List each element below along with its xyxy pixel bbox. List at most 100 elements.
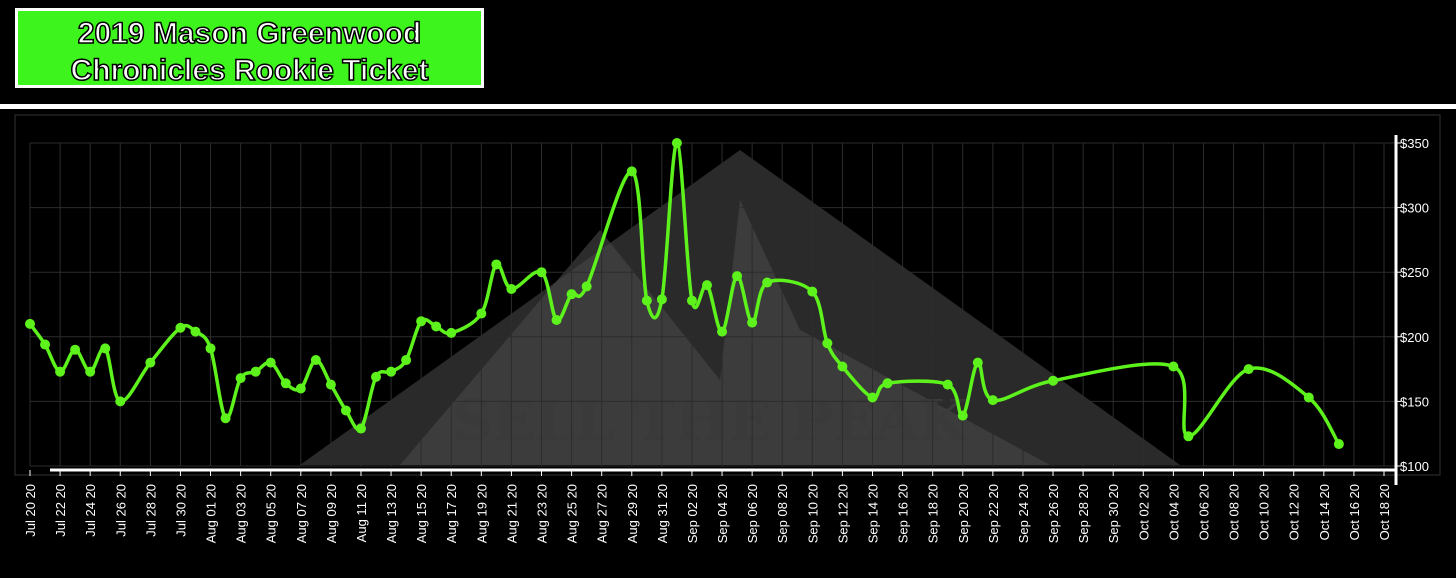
data-point <box>581 281 592 292</box>
data-point <box>536 267 547 278</box>
x-tick-label: Oct 14 20 <box>1317 484 1332 540</box>
data-point <box>40 339 51 350</box>
data-point <box>551 315 562 326</box>
y-tick-label: $250 <box>1400 265 1429 280</box>
data-point <box>1303 392 1314 403</box>
data-point <box>1048 375 1059 386</box>
y-tick-label: $300 <box>1400 201 1429 216</box>
data-point <box>641 295 652 306</box>
data-point <box>310 355 321 366</box>
x-tick-label: Aug 29 20 <box>625 484 640 543</box>
data-point <box>355 423 366 434</box>
x-tick-label: Jul 22 20 <box>53 484 68 537</box>
data-point <box>115 396 126 407</box>
x-tick-label: Aug 17 20 <box>444 484 459 543</box>
x-tick-label: Sep 12 20 <box>835 484 850 543</box>
data-point <box>250 366 261 377</box>
x-tick-label: Oct 18 20 <box>1377 484 1392 540</box>
data-point <box>702 280 712 291</box>
data-point <box>265 357 276 368</box>
data-point <box>1183 431 1194 442</box>
x-tick-label: Oct 06 20 <box>1196 484 1211 540</box>
x-tick-label: Aug 07 20 <box>294 484 309 543</box>
data-point <box>85 366 96 377</box>
data-point <box>867 392 878 403</box>
x-tick-label: Sep 20 20 <box>956 484 971 543</box>
data-point <box>401 355 412 366</box>
x-tick-label: Aug 25 20 <box>565 484 580 543</box>
x-tick-label: Aug 21 20 <box>504 484 519 543</box>
x-tick-label: Sep 10 20 <box>805 484 820 543</box>
data-point <box>175 322 186 333</box>
x-tick-label: Sep 28 20 <box>1076 484 1091 543</box>
data-point <box>416 316 427 327</box>
plot-frame <box>14 114 1441 476</box>
data-point <box>371 371 382 382</box>
data-point <box>882 378 893 389</box>
data-point <box>476 308 487 319</box>
x-tick-label: Sep 24 20 <box>1016 484 1031 543</box>
data-point <box>671 138 682 148</box>
data-point <box>732 271 743 282</box>
y-tick-label: $150 <box>1400 394 1429 409</box>
x-tick-label: Aug 09 20 <box>324 484 339 543</box>
y-tick-label: $350 <box>1400 136 1429 151</box>
x-tick-label: Aug 23 20 <box>535 484 550 543</box>
data-point <box>762 277 773 288</box>
x-tick-label: Aug 11 20 <box>354 484 369 542</box>
data-point <box>837 361 848 372</box>
x-tick-label: Oct 08 20 <box>1227 484 1242 540</box>
x-tick-label: Sep 22 20 <box>986 484 1001 543</box>
data-point <box>1168 361 1179 372</box>
data-point <box>822 338 833 349</box>
data-point <box>747 317 758 328</box>
x-tick-label: Sep 26 20 <box>1046 484 1061 543</box>
data-point <box>807 286 818 297</box>
data-point <box>987 395 998 406</box>
data-point <box>70 344 81 355</box>
y-tick-label: $200 <box>1400 330 1429 345</box>
x-tick-label: Sep 18 20 <box>926 484 941 543</box>
x-tick-label: Jul 28 20 <box>143 484 158 537</box>
data-point <box>566 289 577 300</box>
x-tick-label: Aug 03 20 <box>234 484 249 543</box>
header-rule <box>0 104 1456 109</box>
x-tick-label: Oct 10 20 <box>1257 484 1272 540</box>
data-point <box>506 283 517 294</box>
x-tick-label: Jul 24 20 <box>83 484 98 537</box>
data-point <box>280 378 291 389</box>
x-tick-label: Oct 04 20 <box>1166 484 1181 540</box>
data-point <box>957 410 968 421</box>
data-point <box>1333 439 1344 450</box>
data-point <box>972 357 983 368</box>
x-tick-label: Oct 02 20 <box>1136 484 1151 540</box>
data-point <box>145 357 156 368</box>
data-point <box>446 327 457 338</box>
x-tick-label: Oct 12 20 <box>1287 484 1302 540</box>
x-tick-label: Aug 05 20 <box>264 484 279 543</box>
x-tick-label: Sep 04 20 <box>715 484 730 543</box>
x-tick-label: Jul 26 20 <box>113 484 128 537</box>
data-point <box>626 166 637 177</box>
x-tick-label: Oct 16 20 <box>1347 484 1362 540</box>
x-tick-label: Jul 20 20 <box>23 484 38 537</box>
data-point <box>340 405 351 416</box>
watermark-logo <box>400 200 1050 465</box>
x-tick-label: Sep 14 20 <box>865 484 880 543</box>
data-point <box>235 373 246 384</box>
data-point <box>431 321 442 332</box>
chart-title: 2019 Mason Greenwood Chronicles Rookie T… <box>15 8 484 88</box>
x-tick-label: Aug 27 20 <box>595 484 610 543</box>
x-tick-label: Sep 30 20 <box>1106 484 1121 543</box>
data-point <box>55 366 66 377</box>
x-tick-label: Aug 19 20 <box>474 484 489 543</box>
y-tick-label: $100 <box>1400 459 1429 474</box>
x-tick-label: Sep 16 20 <box>896 484 911 543</box>
x-tick-label: Aug 01 20 <box>204 484 219 543</box>
data-point <box>656 294 667 305</box>
x-tick-label: Sep 06 20 <box>745 484 760 543</box>
data-point <box>25 318 35 329</box>
data-point <box>325 379 336 390</box>
